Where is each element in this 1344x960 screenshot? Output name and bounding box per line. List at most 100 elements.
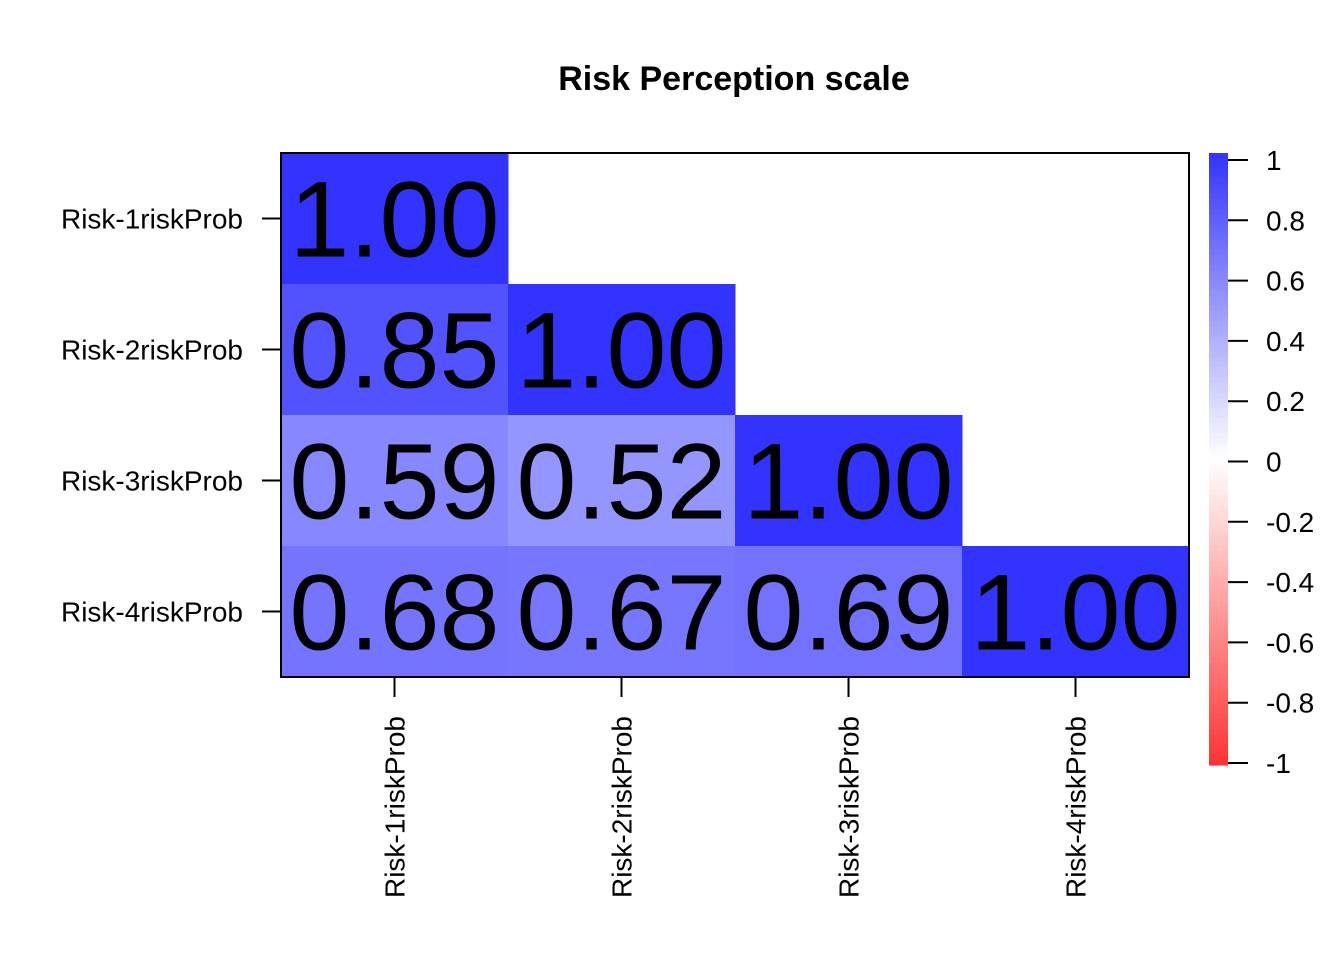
legend-color-step [1209, 178, 1228, 185]
legend-color-step [1209, 163, 1228, 169]
legend-tick-label: 0 [1266, 447, 1282, 478]
legend-color-step [1209, 321, 1228, 327]
legend-color-step [1209, 306, 1228, 312]
cell-value-label: 0.69 [743, 552, 953, 673]
legend-color-step [1209, 632, 1228, 639]
legend-color-step [1209, 392, 1228, 399]
legend-color-step [1209, 255, 1228, 261]
chart-title: Risk Perception scale [558, 60, 910, 98]
heatmap-cell [508, 284, 736, 416]
legend-color-step [1209, 520, 1228, 526]
legend-color-step [1209, 673, 1228, 679]
legend-color-step [1209, 550, 1228, 557]
legend-color-step [1209, 270, 1228, 276]
legend-tick-label: 0.4 [1266, 326, 1305, 357]
y-tick-label: Risk-4riskProb [61, 597, 243, 628]
legend-color-step [1209, 158, 1228, 164]
legend-color-step [1209, 448, 1228, 455]
legend-color-step [1209, 433, 1228, 440]
legend-tick-label: -0.8 [1266, 688, 1314, 719]
legend-color-step [1209, 749, 1228, 756]
legend-color-step [1209, 438, 1228, 445]
heatmap-cell-labels: 1.000.85 1.000.59 0.52 1.000.68 0.67 0.69 1.00 [289, 159, 1180, 673]
legend-color-step [1209, 683, 1228, 690]
legend-color-step [1209, 173, 1228, 180]
heatmap-cell [281, 415, 509, 547]
legend-color-step [1209, 239, 1228, 246]
heatmap-cell [962, 546, 1190, 678]
legend-color-step [1209, 229, 1228, 236]
y-axis: Risk-1riskProb Risk-2riskProb Risk-3riskPr… [61, 204, 281, 628]
legend-color-step [1209, 382, 1228, 389]
legend-color-step [1209, 586, 1228, 593]
legend-color-step [1209, 326, 1228, 333]
legend-color-step [1209, 474, 1228, 480]
legend-color-step [1209, 703, 1228, 710]
heatmap-cell [508, 415, 736, 547]
legend-color-step [1209, 469, 1228, 475]
legend-color-step [1209, 540, 1228, 547]
legend-color-step [1209, 647, 1228, 654]
heatmap-cell [281, 546, 509, 678]
y-tick-label: Risk-3riskProb [61, 466, 243, 497]
legend-color-step [1209, 209, 1228, 215]
legend-color-step [1209, 566, 1228, 572]
legend-color-step [1209, 408, 1228, 414]
legend-color-step [1209, 754, 1228, 761]
legend-color-step [1209, 336, 1228, 343]
color-legend: 1 0.8 0.6 0.4 0.2 0 -0.2 -0.4 -0.6 -0.8 -1 [1209, 145, 1314, 779]
heatmap-cells [281, 153, 1190, 678]
legend-color-step [1209, 372, 1228, 378]
legend-color-step [1209, 443, 1228, 450]
legend-color-step [1209, 204, 1228, 210]
legend-color-step [1209, 290, 1228, 297]
legend-color-step [1209, 734, 1228, 741]
legend-color-step [1209, 510, 1228, 516]
legend-color-step [1209, 652, 1228, 659]
legend-color-step [1209, 219, 1228, 225]
heatmap-cell [735, 546, 963, 678]
legend-color-step [1209, 362, 1228, 368]
legend-color-step [1209, 698, 1228, 705]
legend-color-step [1209, 729, 1228, 735]
x-tick-label: Risk-4riskProb [1061, 716, 1092, 898]
legend-color-step [1209, 168, 1228, 174]
legend-color-step [1209, 193, 1228, 200]
legend-color-step [1209, 622, 1228, 628]
heatmap-cell [508, 546, 736, 678]
legend-color-step [1209, 275, 1228, 282]
legend-color-step [1209, 479, 1228, 486]
legend-color-step [1209, 153, 1228, 159]
legend-color-step [1209, 612, 1228, 618]
legend-color-step [1209, 224, 1228, 231]
legend-color-step [1209, 708, 1228, 715]
legend-color-step [1209, 244, 1228, 251]
cell-value-label: 0.52 [516, 421, 726, 542]
legend-color-step [1209, 387, 1228, 394]
legend-color-step [1209, 351, 1228, 358]
y-tick-label: Risk-1riskProb [61, 204, 243, 235]
legend-color-step [1209, 397, 1228, 404]
legend-color-step [1209, 377, 1228, 384]
legend-tick-label: 1 [1266, 145, 1282, 176]
legend-color-step [1209, 504, 1228, 511]
legend-tick-label: 0.8 [1266, 205, 1305, 236]
legend-color-step [1209, 581, 1228, 588]
legend-color-step [1209, 739, 1228, 746]
legend-color-step [1209, 744, 1228, 751]
legend-color-step [1209, 688, 1228, 695]
legend-color-step [1209, 295, 1228, 302]
legend-color-step [1209, 464, 1228, 470]
legend-color-step [1209, 311, 1228, 317]
legend-color-step [1209, 591, 1228, 598]
legend-color-step [1209, 234, 1228, 241]
legend-color-step [1209, 693, 1228, 700]
legend-color-step [1209, 494, 1228, 501]
heatmap-cell [281, 284, 509, 416]
x-tick-label: Risk-1riskProb [380, 716, 411, 898]
legend-color-step [1209, 198, 1228, 205]
legend-tick-label: 0.2 [1266, 386, 1305, 417]
legend-color-step [1209, 265, 1228, 271]
legend-color-step [1209, 627, 1228, 633]
